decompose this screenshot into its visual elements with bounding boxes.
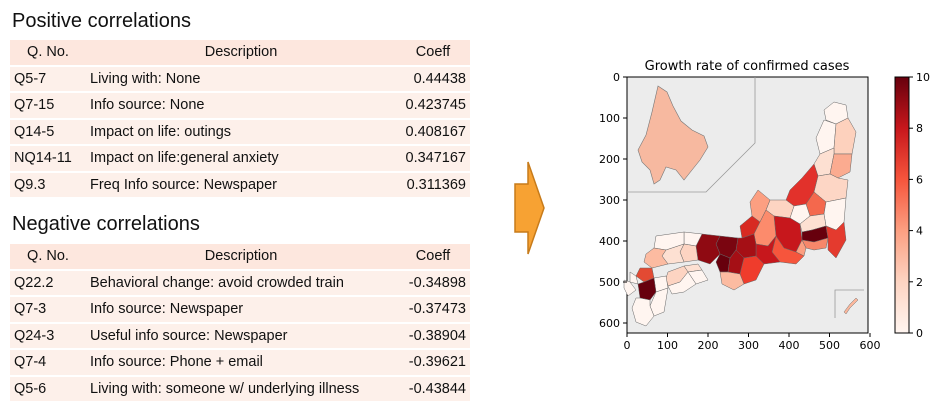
region-kagoshima [631,297,655,327]
region-miyazaki [649,287,669,317]
region-nagasaki [623,279,637,297]
qno-cell: Q14-5 [10,119,86,144]
qno-cell: Q5-6 [10,376,86,401]
y-tick-label: 300 [599,194,620,207]
right-arrow-icon [514,161,545,255]
colorbar-tick-label: 8 [916,122,923,135]
x-tick-label: 100 [657,339,678,352]
colorbar-tick-label: 10 [916,71,930,84]
x-tick-label: 0 [624,339,631,352]
description-cell: Impact on life: outings [86,119,396,144]
region-okinawa [843,297,859,315]
x-axis [626,333,871,337]
description-cell: Useful info source: Newspaper [86,323,396,348]
coeff-cell: 0.311369 [396,172,470,197]
positive-correlations-table: Q. No. Description Coeff Q5-7 Living wit… [10,38,470,199]
region-miyagi [829,153,853,179]
colorbar-tick-label: 2 [916,276,923,289]
positive-correlations-title: Positive correlations [12,10,191,32]
qno-cell: Q7-3 [10,297,86,322]
header-description: Description [86,244,396,269]
description-cell: Info source: Newspaper [86,297,396,322]
description-cell: Behavioral change: avoid crowded train [86,270,396,295]
table-row: Q24-3 Useful info source: Newspaper -0.3… [10,323,470,348]
region-wakayama [719,271,745,291]
colorbar-tick-label: 4 [916,225,923,238]
x-tick-label: 500 [819,339,840,352]
qno-cell: Q5-7 [10,66,86,91]
inset-divider [627,77,756,193]
description-cell: Living with: None [86,66,396,91]
y-axis [623,76,627,324]
header-coeff: Coeff [396,244,470,269]
y-tick-label: 0 [613,71,620,84]
qno-cell: NQ14-11 [10,146,86,171]
qno-cell: Q24-3 [10,323,86,348]
table-header-row: Q. No. Description Coeff [10,40,470,65]
colorbar-tick-label: 0 [916,327,923,340]
coeff-cell: 0.44438 [396,66,470,91]
table-row: NQ14-11 Impact on life:general anxiety 0… [10,146,470,171]
qno-cell: Q22.2 [10,270,86,295]
table-row: Q5-7 Living with: None 0.44438 [10,66,470,91]
colorbar-tick-label: 6 [916,173,923,186]
x-tick-label: 600 [860,339,881,352]
qno-cell: Q9.3 [10,172,86,197]
region-yamaguchi [643,247,669,269]
table-row: Q7-15 Info source: None 0.423745 [10,93,470,118]
region-hokkaido [637,85,709,185]
table-row: Q22.2 Behavioral change: avoid crowded t… [10,270,470,295]
coeff-cell: 0.408167 [396,119,470,144]
coeff-cell: -0.37473 [396,297,470,322]
header-qno: Q. No. [10,40,86,65]
header-qno: Q. No. [10,244,86,269]
japan-choropleth-figure: Growth rate of confirmed cases [599,59,930,352]
coeff-cell: 0.423745 [396,93,470,118]
description-cell: Living with: someone w/ underlying illne… [86,376,396,401]
coeff-cell: -0.39621 [396,350,470,375]
y-tick-label: 600 [599,317,620,330]
y-tick-label: 500 [599,276,620,289]
table-row: Q14-5 Impact on life: outings 0.408167 [10,119,470,144]
region-chiba [825,221,847,259]
map-title: Growth rate of confirmed cases [645,59,850,74]
table-header-row: Q. No. Description Coeff [10,244,470,269]
qno-cell: Q7-4 [10,350,86,375]
description-cell: Info source: None [86,93,396,118]
table-row: Q9.3 Freq Info source: Newspaper 0.31136… [10,172,470,197]
y-tick-label: 200 [599,153,620,166]
negative-correlations-table: Q. No. Description Coeff Q22.2 Behaviora… [10,242,470,403]
colorbar [894,76,910,334]
header-coeff: Coeff [396,40,470,65]
coeff-cell: 0.347167 [396,146,470,171]
header-description: Description [86,40,396,65]
inset-divider [834,289,864,318]
x-tick-label: 400 [779,339,800,352]
y-tick-label: 400 [599,235,620,248]
negative-correlations-title: Negative correlations [12,213,200,235]
qno-cell: Q7-15 [10,93,86,118]
x-tick-label: 300 [738,339,759,352]
description-cell: Impact on life:general anxiety [86,146,396,171]
table-row: Q5-6 Living with: someone w/ underlying … [10,376,470,401]
colorbar-ticks [909,76,913,334]
description-cell: Freq Info source: Newspaper [86,172,396,197]
y-tick-label: 100 [599,112,620,125]
table-row: Q7-3 Info source: Newspaper -0.37473 [10,297,470,322]
description-cell: Info source: Phone + email [86,350,396,375]
coeff-cell: -0.38904 [396,323,470,348]
coeff-cell: -0.34898 [396,270,470,295]
region-kochi [667,271,697,295]
x-tick-label: 200 [698,339,719,352]
coeff-cell: -0.43844 [396,376,470,401]
table-row: Q7-4 Info source: Phone + email -0.39621 [10,350,470,375]
